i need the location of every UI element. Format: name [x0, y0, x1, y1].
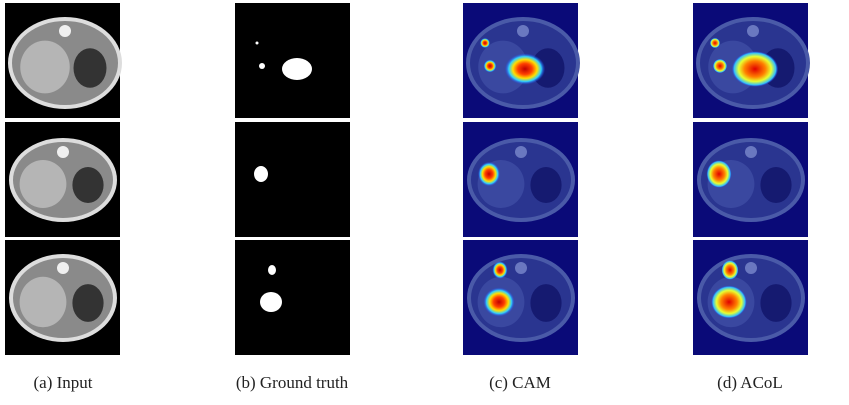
mask-region — [254, 166, 268, 182]
mask-region — [268, 265, 276, 275]
spine — [747, 25, 759, 37]
cavity — [530, 167, 561, 203]
activation — [483, 288, 514, 317]
activation — [711, 286, 747, 319]
spine — [57, 262, 69, 274]
activation — [732, 51, 779, 87]
image-tile — [463, 240, 578, 355]
liver — [20, 41, 70, 94]
caption: (b) Ground truth — [236, 373, 349, 392]
spine — [57, 146, 69, 158]
activation — [707, 160, 732, 188]
cavity — [760, 167, 791, 203]
cavity — [760, 284, 791, 322]
mask-region — [282, 58, 312, 80]
cavity — [72, 167, 103, 203]
image-tile — [235, 122, 350, 237]
cavity — [74, 48, 107, 88]
activation — [484, 60, 497, 73]
spine — [745, 146, 757, 158]
cavity — [530, 284, 561, 322]
image-tile — [5, 122, 120, 237]
spine — [515, 146, 527, 158]
mask-region — [256, 42, 259, 45]
spine — [517, 25, 529, 37]
image-tile — [463, 122, 578, 237]
activation — [722, 260, 739, 280]
tile-background — [235, 240, 350, 355]
liver — [20, 277, 67, 327]
figure: (a) Input (b) Ground truth (c) CAM (d) A… — [0, 0, 849, 405]
spine — [515, 262, 527, 274]
tile-background — [235, 122, 350, 237]
image-tile — [693, 3, 810, 118]
image-tile — [5, 240, 120, 355]
page: (a) Input (b) Ground truth (c) CAM (d) A… — [0, 0, 849, 405]
image-tile — [5, 3, 122, 118]
activation — [505, 53, 546, 84]
activation — [478, 162, 500, 186]
image-tile — [235, 240, 350, 355]
liver — [20, 160, 67, 208]
image-tile — [693, 240, 808, 355]
mask-region — [260, 292, 282, 312]
activation — [480, 38, 490, 48]
image-tile — [235, 3, 350, 118]
image-tile — [693, 122, 808, 237]
spine — [745, 262, 757, 274]
caption: (a) Input — [33, 373, 92, 392]
activation — [710, 38, 720, 48]
mask-region — [259, 63, 265, 69]
activation — [492, 261, 507, 279]
spine — [59, 25, 71, 37]
caption: (d) ACoL — [717, 373, 783, 392]
activation — [713, 59, 727, 73]
image-tile — [463, 3, 580, 118]
caption: (c) CAM — [489, 373, 551, 392]
cavity — [72, 284, 103, 322]
